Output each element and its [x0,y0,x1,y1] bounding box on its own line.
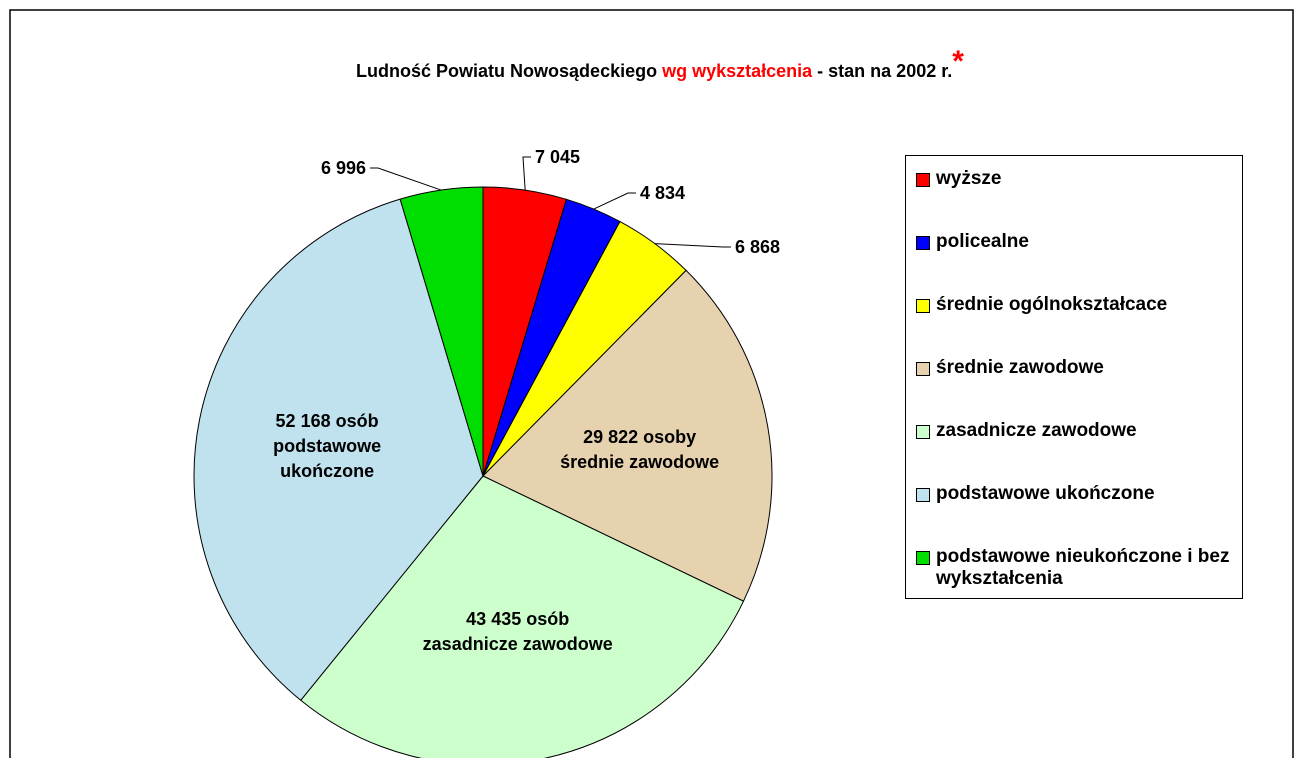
legend-swatch [916,236,930,250]
legend-label: podstawowe ukończone [936,483,1155,504]
legend-item: wyższe [916,168,1234,231]
chart-title: Ludność Powiatu Nowosądeckiego wg wykszta… [356,45,964,81]
data-label-line: 29 822 osoby [583,427,696,447]
title-part: - stan na 2002 r. [817,61,952,81]
data-label: 52 168 osób podstawowe ukończone [273,411,381,481]
data-label-line: 52 168 osób [276,411,379,431]
legend-swatch [916,425,930,439]
legend-label: średnie ogólnokształcace [936,294,1168,315]
data-label: 29 822 osoby średnie zawodowe [560,427,719,472]
legend-item: zasadnicze zawodowe [916,420,1234,483]
legend-label: podstawowe nieukończone i bez wykształce… [936,546,1230,589]
legend-item: średnie ogólnokształcace [916,294,1234,357]
legend-label: wyższe [936,168,1002,189]
data-label-line: zasadnicze zawodowe [423,634,613,654]
data-label-line: podstawowe [273,436,381,456]
data-label-line: średnie zawodowe [560,452,719,472]
data-label-line: 43 435 osób [466,609,569,629]
title-part: * [952,45,964,78]
title-part: Ludność Powiatu Nowosądeckiego [356,61,657,81]
legend-label: zasadnicze zawodowe [936,420,1137,441]
legend-item: podstawowe ukończone [916,483,1234,546]
legend-label: policealne [936,231,1029,252]
title-part: wg wykształcenia [661,61,813,81]
leader-line [654,243,731,248]
data-label: 43 435 osób zasadnicze zawodowe [423,609,613,654]
legend: wyższe policealne średnie ogólnokształcace… [905,155,1243,599]
legend-swatch [916,488,930,502]
data-label: 6 868 [735,237,780,257]
legend-swatch [916,299,930,313]
leader-line [522,156,531,191]
pie-slice [193,198,484,701]
legend-item: policealne [916,231,1234,294]
legend-swatch [916,551,930,565]
leader-line [370,167,442,191]
data-label: 6 996 [321,158,366,178]
leader-line [593,192,636,210]
legend-item: średnie zawodowe [916,357,1234,420]
pie-slice [399,186,484,477]
pie-slice [482,269,773,602]
data-label: 7 045 [535,147,580,167]
data-label: 4 834 [640,183,685,203]
data-label-line: ukończone [280,461,374,481]
legend-swatch [916,173,930,187]
legend-label: średnie zawodowe [936,357,1104,378]
legend-swatch [916,362,930,376]
legend-item: podstawowe nieukończone i bez wykształce… [916,546,1234,609]
